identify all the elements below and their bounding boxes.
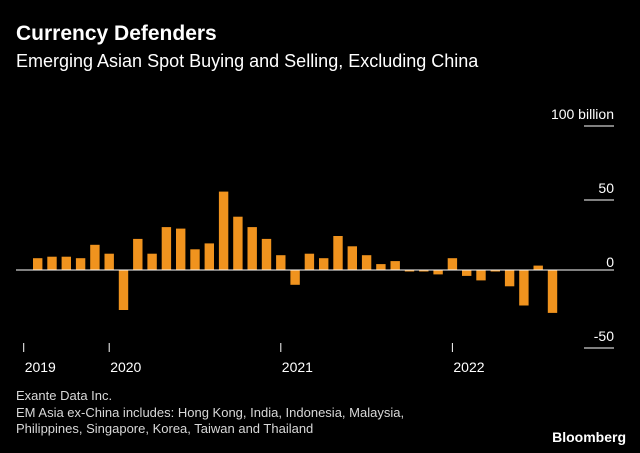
bar xyxy=(533,265,543,270)
x-tick-label: 2019 xyxy=(25,359,56,375)
x-tick-label: 2021 xyxy=(282,359,313,375)
bar xyxy=(547,270,558,313)
chart-footer: Exante Data Inc. EM Asia ex-China includ… xyxy=(16,388,404,438)
bars xyxy=(33,191,558,313)
bar xyxy=(290,270,300,285)
bar xyxy=(462,270,472,276)
bar xyxy=(404,270,415,272)
x-axis: 2019 2020 2021 2022 xyxy=(23,343,485,375)
footnote-line-2: Philippines, Singapore, Korea, Taiwan an… xyxy=(16,421,314,436)
chart-title: Currency Defenders xyxy=(16,22,217,45)
bar xyxy=(333,236,343,270)
bar xyxy=(61,256,71,270)
bar xyxy=(519,270,529,306)
chart-subtitle: Emerging Asian Spot Buying and Selling, … xyxy=(16,51,479,71)
bar xyxy=(176,228,186,270)
source-note: Exante Data Inc. xyxy=(16,388,113,403)
x-tick-label: 2022 xyxy=(453,359,484,375)
footnote-line-1: EM Asia ex-China includes: Hong Kong, In… xyxy=(16,404,405,420)
y-tick-label: 100 billion xyxy=(551,106,614,122)
y-gridlines xyxy=(584,125,614,349)
bar xyxy=(304,253,315,270)
y-axis-labels: 100 billion 50 0 -50 xyxy=(551,106,614,344)
bar xyxy=(104,253,114,270)
bar xyxy=(319,258,329,270)
bar xyxy=(190,249,200,270)
bar xyxy=(476,270,486,281)
bar xyxy=(161,227,172,270)
y-tick-label: 0 xyxy=(606,254,614,270)
bar xyxy=(504,270,515,287)
bar xyxy=(75,258,86,270)
bar xyxy=(204,243,214,270)
bar xyxy=(261,238,272,270)
bar xyxy=(133,238,143,270)
y-tick-label: 50 xyxy=(598,180,614,196)
bar xyxy=(376,264,386,270)
bar xyxy=(490,270,500,272)
bar xyxy=(419,270,429,272)
bar xyxy=(247,227,257,270)
y-tick-label: -50 xyxy=(594,328,614,344)
bar xyxy=(276,255,286,270)
bar xyxy=(147,253,157,270)
bar xyxy=(447,258,458,270)
bar xyxy=(390,261,400,270)
bloomberg-logo: Bloomberg xyxy=(552,429,626,445)
bar xyxy=(118,270,129,310)
bar xyxy=(47,256,57,270)
bar xyxy=(218,191,229,270)
bar xyxy=(361,255,372,270)
bar xyxy=(233,216,243,270)
bar xyxy=(347,246,357,270)
bar xyxy=(33,258,43,270)
bar xyxy=(433,270,443,275)
bar xyxy=(90,244,100,270)
x-tick-label: 2020 xyxy=(110,359,141,375)
